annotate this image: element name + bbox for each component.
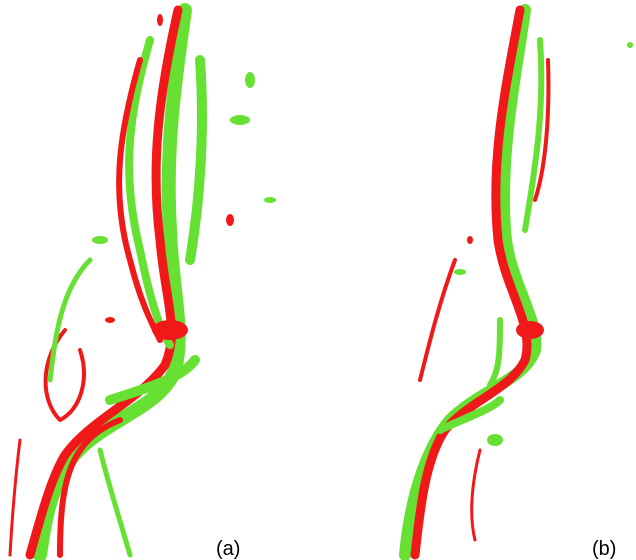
patch xyxy=(454,269,466,275)
river-strand xyxy=(525,40,541,230)
patch xyxy=(226,214,234,226)
river-strand xyxy=(190,60,202,260)
river-strand xyxy=(10,440,20,555)
patch xyxy=(487,434,503,446)
patch xyxy=(230,115,250,125)
panel-label: (a) xyxy=(216,538,240,560)
river-strand xyxy=(490,320,500,385)
figure: (a) (b) xyxy=(0,0,636,560)
panel-b-map xyxy=(405,10,633,555)
river-strand xyxy=(420,260,455,380)
panel-a-map xyxy=(10,10,276,555)
river-strand xyxy=(100,450,130,555)
patch xyxy=(264,197,276,203)
patch xyxy=(152,320,188,340)
patch xyxy=(516,321,544,339)
river-strand xyxy=(472,450,480,540)
patch xyxy=(467,236,473,244)
patch xyxy=(627,42,633,48)
patch xyxy=(245,72,255,88)
patch xyxy=(105,317,115,323)
patch xyxy=(157,14,163,26)
panel-label: (b) xyxy=(592,538,616,560)
patch xyxy=(92,236,108,244)
